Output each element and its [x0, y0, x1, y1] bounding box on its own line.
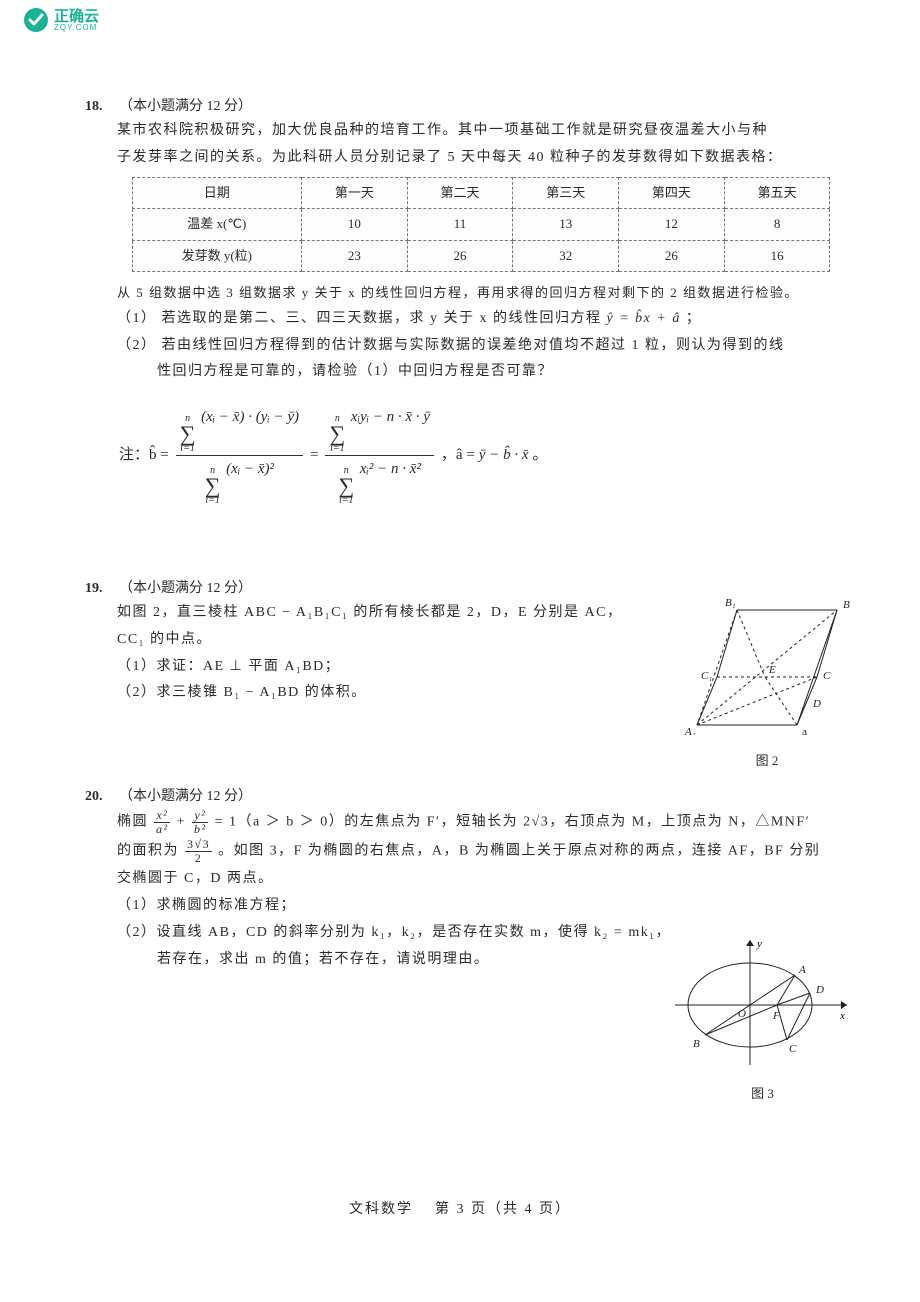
problem-number: 19. [85, 577, 111, 601]
formula-tail-post: 。 [532, 443, 547, 469]
formula-prefix: 注：b̂ = [119, 443, 169, 469]
q2-line2: 性回归方程是可靠的，请检验（1）中回归方程是否可靠？ [117, 360, 845, 384]
footer-subject: 文科数学 [349, 1202, 413, 1217]
prism-diagram-icon: A₁ A B B₁ C C₁ D E [677, 585, 857, 735]
ellipse-diagram-icon: O F A B C Dx y [675, 935, 850, 1070]
svg-text:F: F [772, 1010, 780, 1022]
problem-points: （本小题满分 12 分） [119, 95, 252, 119]
svg-text:B: B [843, 599, 850, 611]
td: 8 [724, 209, 830, 240]
q-label: （2） [117, 338, 157, 353]
p20-l2: 的面积为 3√32 。如图 3，F 为椭圆的右焦点，A，B 为椭圆上关于原点对称… [117, 838, 825, 864]
logo-checkmark-icon [22, 6, 50, 34]
svg-text:O: O [738, 1008, 746, 1020]
td: 10 [302, 209, 408, 240]
q-label: （1） [117, 311, 157, 326]
td: 12 [619, 209, 725, 240]
q2-line1: 若由线性回归方程得到的估计数据与实际数据的误差绝对值均不超过 1 粒，则认为得到… [162, 338, 785, 353]
svg-text:A: A [800, 728, 808, 735]
p18-intro-1: 某市农科院积极研究，加大优良品种的培育工作。其中一项基础工作就是研究昼夜温差大小… [117, 119, 845, 143]
th: 第四天 [619, 178, 725, 209]
th: 第五天 [724, 178, 830, 209]
th: 第二天 [407, 178, 513, 209]
td: 32 [513, 240, 619, 271]
td: 温差 x(℃) [132, 209, 301, 240]
q1-text: 若选取的是第二、三、四三天数据，求 y 关于 x 的线性回归方程 [162, 311, 607, 326]
figure-3-caption: 图 3 [675, 1083, 850, 1105]
problem-20: 20. （本小题满分 12 分） 椭圆 x²a² + y²b² = 1（a ＞ … [85, 785, 845, 971]
problem-points: （本小题满分 12 分） [119, 785, 252, 809]
problem-number: 20. [85, 785, 111, 809]
eq-sign: = [310, 443, 318, 469]
td: 26 [619, 240, 725, 271]
figure-2-caption: 图 2 [677, 750, 857, 772]
svg-text:B₁: B₁ [725, 597, 736, 609]
td: 13 [513, 209, 619, 240]
svg-text:D: D [815, 984, 824, 996]
problem-19: 19. （本小题满分 12 分） 如图 2，直三棱柱 ABC − A₁B₁C₁ … [85, 577, 845, 705]
formula-tail-pre: ，â = [441, 443, 475, 469]
svg-text:C: C [823, 670, 831, 682]
figure-2: A₁ A B B₁ C C₁ D E 图 2 [677, 585, 857, 772]
q1-eq: ŷ = b̂x + â [607, 311, 681, 326]
td: 11 [407, 209, 513, 240]
p18-intro-2: 子发芽率之间的关系。为此科研人员分别记录了 5 天中每天 40 粒种子的发芽数得… [117, 146, 845, 170]
q1-tail: ； [686, 311, 702, 326]
svg-text:A: A [798, 964, 806, 976]
svg-text:C₁: C₁ [701, 670, 712, 682]
logo-text-en: ZQY.COM [54, 24, 99, 32]
svg-text:B: B [693, 1038, 700, 1050]
p20-q2-l1: （2）设直线 AB，CD 的斜率分别为 k₁，k₂，是否存在实数 m，使得 k₂… [117, 921, 677, 945]
logo-text-cn: 正确云 [54, 9, 99, 24]
svg-text:A₁: A₁ [684, 726, 696, 735]
p18-select-note: 从 5 组数据中选 3 组数据求 y 关于 x 的线性回归方程，再用求得的回归方… [117, 282, 845, 304]
p19-q2: （2）求三棱锥 B₁ − A₁BD 的体积。 [117, 681, 625, 705]
p19-l2: CC₁ 的中点。 [117, 628, 625, 652]
p18-data-table: 日期 第一天 第二天 第三天 第四天 第五天 温差 x(℃) 10 11 13 … [132, 177, 831, 271]
th: 第三天 [513, 178, 619, 209]
td: 发芽数 y(粒) [132, 240, 301, 271]
p19-q1: （1）求证：AE ⊥ 平面 A₁BD； [117, 655, 625, 679]
problem-18: 18. （本小题满分 12 分） 某市农科院积极研究，加大优良品种的培育工作。其… [85, 95, 845, 507]
svg-text:y: y [756, 938, 762, 950]
p20-l1: 椭圆 x²a² + y²b² = 1（a ＞ b ＞ 0）的左焦点为 F′，短轴… [117, 809, 825, 835]
p20-l3: 交椭圆于 C，D 两点。 [117, 867, 825, 891]
p19-l1: 如图 2，直三棱柱 ABC − A₁B₁C₁ 的所有棱长都是 2，D，E 分别是… [117, 601, 625, 625]
th: 日期 [132, 178, 301, 209]
td: 26 [407, 240, 513, 271]
svg-text:C: C [789, 1043, 797, 1055]
page-footer: 文科数学 第 3 页（共 4 页） [0, 1198, 920, 1222]
figure-3: O F A B C Dx y 图 3 [675, 935, 850, 1105]
formula-tail-eq: ȳ − b̂ · x̄ [479, 443, 529, 469]
svg-text:E: E [768, 664, 776, 676]
th: 第一天 [302, 178, 408, 209]
td: 23 [302, 240, 408, 271]
svg-text:D: D [812, 698, 821, 710]
td: 16 [724, 240, 830, 271]
p18-formula: 注：b̂ = n∑i=1 (xᵢ − x̄) · (yᵢ − ȳ) n∑i=1 … [119, 404, 845, 507]
footer-page: 第 3 页（共 4 页） [435, 1202, 571, 1217]
p20-q1: （1）求椭圆的标准方程； [117, 894, 825, 918]
problem-points: （本小题满分 12 分） [119, 577, 252, 601]
problem-number: 18. [85, 95, 111, 119]
brand-logo: 正确云 ZQY.COM [22, 6, 99, 34]
svg-text:x: x [839, 1010, 845, 1022]
